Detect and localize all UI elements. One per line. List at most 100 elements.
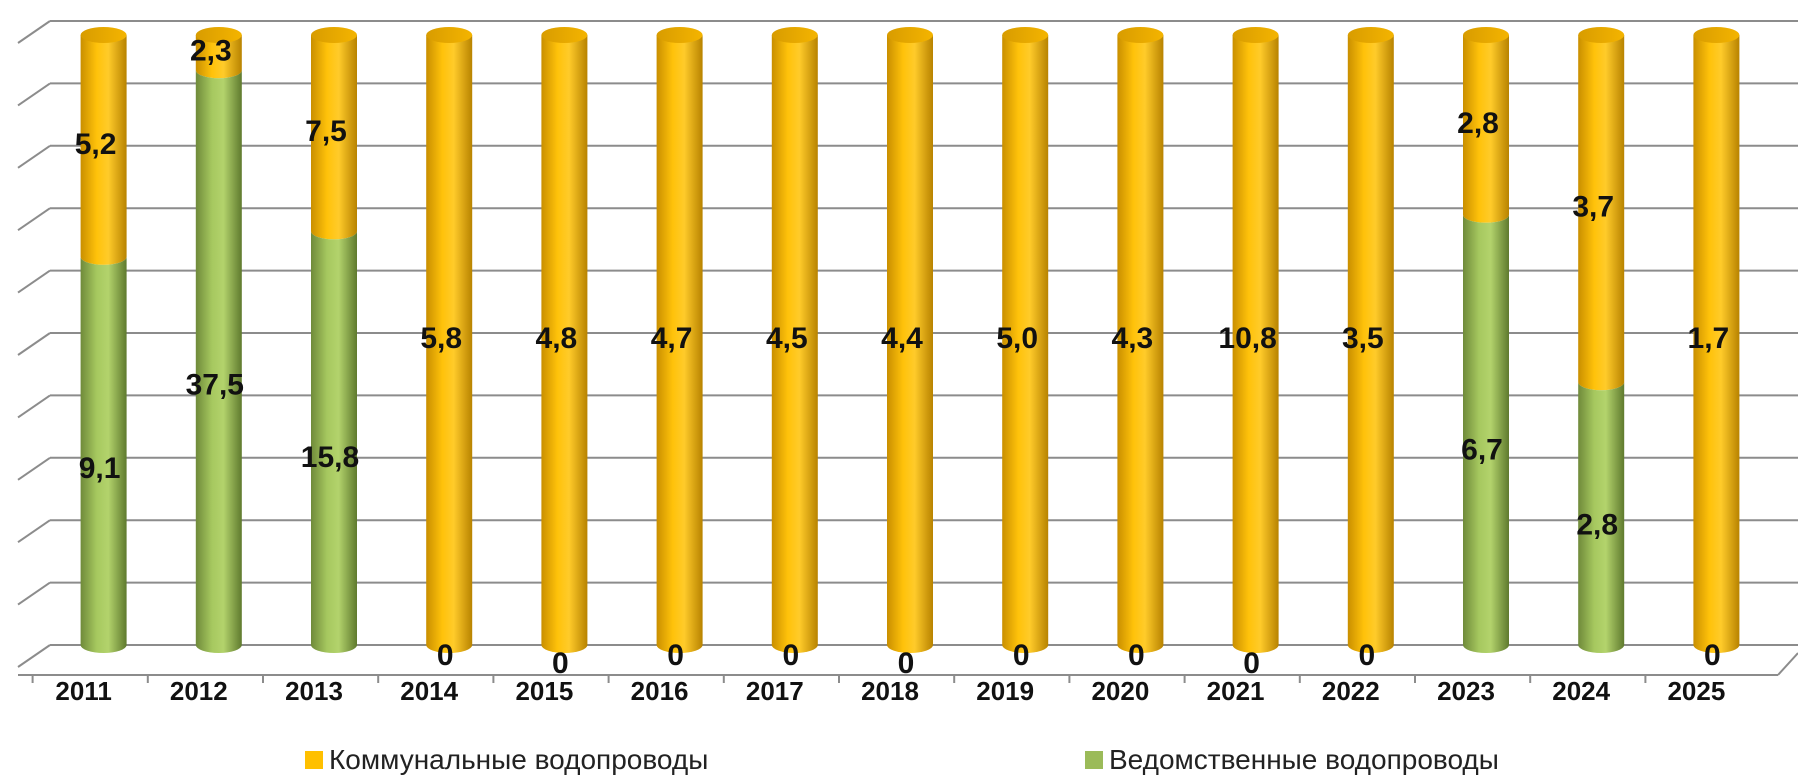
data-label-communal: 3,7 bbox=[1572, 191, 1614, 224]
bar-segment-communal bbox=[80, 35, 127, 265]
gridline-side bbox=[17, 519, 51, 544]
floor-edge bbox=[1777, 652, 1798, 676]
bar-2019 bbox=[1002, 27, 1049, 653]
bar-2014 bbox=[426, 27, 473, 653]
data-label-departmental: 0 bbox=[667, 639, 684, 672]
gridline-side bbox=[17, 644, 51, 668]
bar-segment-departmental bbox=[80, 256, 127, 653]
bar-top-cap bbox=[656, 27, 703, 43]
bar-2023 bbox=[1463, 27, 1509, 653]
x-tick-label: 2025 bbox=[1667, 676, 1725, 706]
gridline-side bbox=[17, 394, 51, 419]
bar-top-cap bbox=[1232, 27, 1279, 43]
bar-2015 bbox=[541, 27, 588, 653]
bar-segment-communal bbox=[426, 35, 473, 653]
data-label-communal: 10,8 bbox=[1218, 322, 1276, 355]
data-label-communal: 2,3 bbox=[190, 35, 232, 68]
data-label-departmental: 0 bbox=[1128, 639, 1145, 672]
x-tick-label: 2023 bbox=[1437, 676, 1495, 706]
data-label-departmental: 0 bbox=[898, 647, 915, 680]
data-label-communal: 7,5 bbox=[305, 115, 347, 148]
bar-top-cap bbox=[1463, 27, 1509, 43]
legend: Коммунальные водопроводы Ведомственные в… bbox=[0, 744, 1798, 776]
bar-top-cap bbox=[771, 27, 818, 43]
bar-2025 bbox=[1693, 27, 1740, 653]
bar-2013 bbox=[311, 27, 357, 653]
bar-top-cap bbox=[1002, 27, 1049, 43]
bar-segment-communal bbox=[541, 35, 588, 653]
bar-top-cap bbox=[311, 27, 357, 43]
bar-top-cap bbox=[887, 27, 933, 43]
legend-item-departmental: Ведомственные водопроводы bbox=[1085, 744, 1499, 776]
bar-2022 bbox=[1347, 27, 1394, 653]
bar-2016 bbox=[656, 27, 703, 653]
bar-2020 bbox=[1117, 27, 1164, 653]
x-tick-label: 2020 bbox=[1091, 676, 1149, 706]
data-label-communal: 5,2 bbox=[75, 128, 117, 161]
gridline-side bbox=[17, 581, 51, 606]
chart-plot: 5,2 9,1 2,3 37,5 7,5 15,8 5,8 0 4,8 0 4,7 0 4,5 0 4,4 0… bbox=[17, 20, 1798, 706]
data-label-departmental: 2,8 bbox=[1576, 509, 1618, 542]
data-label-departmental: 0 bbox=[1013, 639, 1030, 672]
bar-segment-communal bbox=[195, 35, 242, 79]
data-label-departmental: 37,5 bbox=[186, 368, 244, 401]
bar-segment-communal bbox=[311, 35, 357, 240]
bar-top-cap bbox=[426, 27, 473, 43]
bar-segment-communal bbox=[656, 35, 703, 653]
bar-segment-communal bbox=[771, 35, 818, 653]
bars bbox=[80, 27, 1740, 653]
data-label-communal: 4,8 bbox=[536, 322, 578, 355]
legend-item-communal: Коммунальные водопроводы bbox=[305, 744, 708, 776]
bar-2024 bbox=[1578, 27, 1625, 653]
bar-top-cap bbox=[80, 27, 127, 43]
x-tick-label: 2015 bbox=[515, 676, 573, 706]
data-label-communal: 4,7 bbox=[651, 322, 693, 355]
data-label-departmental: 0 bbox=[437, 639, 454, 672]
bar-top-cap bbox=[1117, 27, 1164, 43]
bar-top-cap bbox=[1693, 27, 1740, 43]
x-tick-label: 2019 bbox=[976, 676, 1034, 706]
x-tick-label: 2018 bbox=[861, 676, 919, 706]
data-label-communal: 1,7 bbox=[1688, 322, 1730, 355]
bar-top-cap bbox=[1347, 27, 1394, 43]
gridline-side bbox=[17, 207, 51, 232]
x-tick-label: 2012 bbox=[170, 676, 228, 706]
data-label-communal: 2,8 bbox=[1457, 107, 1499, 140]
data-label-departmental: 0 bbox=[1243, 647, 1260, 680]
x-tick-label: 2021 bbox=[1207, 676, 1265, 706]
bar-segment-communal bbox=[1578, 35, 1625, 391]
data-label-communal: 3,5 bbox=[1342, 322, 1384, 355]
bar-top-cap bbox=[1578, 27, 1625, 43]
bar-segment-departmental bbox=[1463, 214, 1509, 653]
data-label-departmental: 9,1 bbox=[79, 452, 121, 485]
bar-segment-communal bbox=[1117, 35, 1164, 653]
bar-top-cap bbox=[195, 27, 242, 43]
gridline-side bbox=[17, 269, 51, 294]
bar-top-cap bbox=[541, 27, 588, 43]
gridline-side bbox=[17, 144, 51, 169]
bar-segment-departmental bbox=[1578, 382, 1625, 653]
data-label-departmental: 0 bbox=[552, 647, 569, 680]
gridline-side bbox=[17, 456, 51, 481]
data-label-departmental: 0 bbox=[1704, 639, 1721, 672]
x-tick-label: 2013 bbox=[285, 676, 343, 706]
bar-segment-departmental bbox=[311, 231, 357, 653]
data-label-communal: 5,0 bbox=[996, 322, 1038, 355]
x-tick-label: 2017 bbox=[746, 676, 804, 706]
bar-2012 bbox=[195, 27, 242, 653]
gridline-side bbox=[17, 332, 51, 356]
bar-segment-communal bbox=[1693, 35, 1740, 653]
x-tick-label: 2014 bbox=[400, 676, 458, 706]
bar-segment-communal bbox=[1463, 35, 1509, 223]
data-label-departmental: 0 bbox=[782, 639, 799, 672]
legend-swatch-communal bbox=[305, 751, 323, 769]
data-labels: 5,2 9,1 2,3 37,5 7,5 15,8 5,8 0 4,8 0 4,7 0 4,5 0 4,4 0… bbox=[75, 35, 1730, 680]
data-label-communal: 4,5 bbox=[766, 322, 808, 355]
data-label-departmental: 6,7 bbox=[1461, 433, 1503, 466]
bar-segment-departmental bbox=[195, 70, 242, 653]
bar-2021 bbox=[1232, 27, 1279, 653]
gridline-side bbox=[17, 20, 51, 44]
legend-swatch-departmental bbox=[1085, 751, 1103, 769]
x-tick-label: 2024 bbox=[1552, 676, 1610, 706]
x-tick-label: 2016 bbox=[631, 676, 689, 706]
